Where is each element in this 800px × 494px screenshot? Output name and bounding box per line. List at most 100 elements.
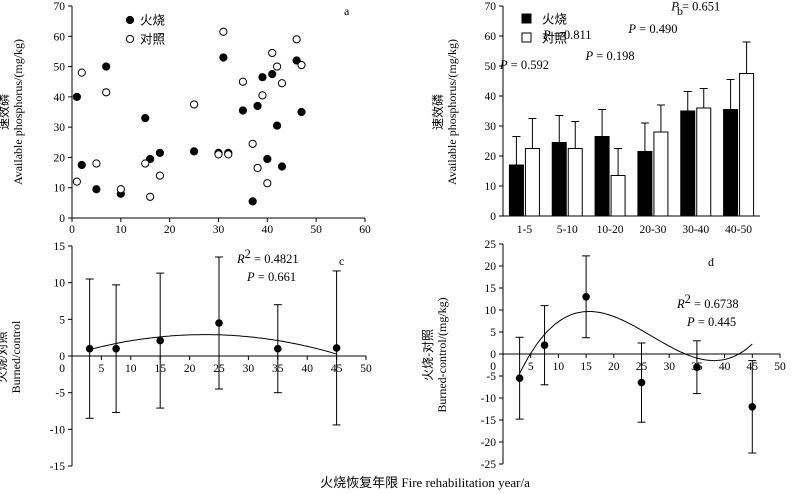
panel-d-difference-plot: -25-20-15-10-505101520255101520253035404… — [421, 239, 786, 471]
y-tick-label: 20 — [485, 261, 497, 273]
legend-label: 火烧 — [542, 13, 568, 27]
y-axis-label-en: Available phosphorus/(mg/kg) — [11, 39, 25, 185]
data-point — [332, 344, 341, 352]
y-tick-label: 70 — [54, 1, 66, 13]
x-tick-label: 30-40 — [682, 224, 709, 236]
burned-bar — [508, 164, 524, 217]
panel-label: c — [339, 254, 344, 268]
control-point — [189, 100, 199, 109]
burned-point — [102, 62, 111, 71]
control-point — [72, 177, 81, 186]
y-axis-label-en: Burned-control/(mg/kg) — [435, 297, 449, 412]
burned-bar — [551, 142, 567, 217]
x-tick-label: 10 — [125, 363, 137, 375]
burned-bar — [723, 109, 739, 217]
data-point — [85, 344, 94, 353]
control-bar — [567, 148, 583, 217]
y-tick-label: 5 — [490, 327, 496, 339]
y-tick-label: -15 — [481, 415, 497, 427]
x-tick-label: 10-20 — [597, 224, 624, 236]
x-tick-label: 40 — [262, 224, 274, 236]
control-bar — [610, 175, 626, 217]
control-point — [248, 139, 257, 148]
data-point — [156, 336, 164, 345]
y-tick-label: 15 — [485, 283, 497, 295]
legend-label: 火烧 — [140, 14, 166, 28]
burned-point — [155, 148, 164, 157]
x-tick-label: 20 — [608, 361, 620, 373]
y-tick-label: 70 — [485, 1, 497, 13]
burned-point — [292, 56, 301, 65]
data-point — [215, 319, 223, 327]
burned-point — [248, 197, 257, 206]
x-tick-label: 0 — [69, 224, 75, 236]
control-point — [116, 185, 125, 194]
control-point — [155, 171, 164, 180]
y-tick-label: 30 — [485, 121, 497, 133]
control-point — [146, 192, 155, 201]
data-point — [540, 341, 549, 350]
burned-bar — [637, 151, 653, 217]
control-point — [297, 60, 306, 70]
control-point — [273, 62, 282, 71]
control-point — [214, 150, 223, 159]
fit-curve — [519, 311, 753, 374]
x-tick-label: 10 — [115, 224, 127, 236]
control-point — [92, 159, 101, 168]
control-bar — [739, 73, 755, 217]
p-value-annotation: P = 0.811 — [542, 28, 592, 42]
panel-label: a — [344, 4, 350, 18]
control-point — [102, 88, 111, 97]
x-tick-label: 5 — [528, 361, 534, 373]
control-point — [263, 179, 272, 188]
control-point — [224, 150, 233, 159]
x-tick-label: 1-5 — [517, 224, 533, 236]
x-tick-label: 20 — [184, 363, 196, 375]
y-axis-label-en: Burned/control — [9, 320, 23, 393]
y-tick-label: 40 — [54, 92, 66, 104]
x-tick-label: 0 — [490, 361, 496, 373]
data-point — [693, 363, 701, 372]
y-tick-label: 10 — [485, 181, 497, 193]
y-tick-label: -5 — [486, 371, 496, 383]
burned-point — [268, 70, 277, 79]
burned-point — [92, 185, 101, 194]
x-tick-label: 50 — [774, 361, 786, 373]
x-tick-label: 40 — [301, 363, 313, 375]
p-value-annotation: P = 0.445 — [686, 315, 736, 329]
data-point — [637, 378, 646, 387]
x-tick-label: 40 — [719, 361, 731, 373]
y-tick-label: -5 — [55, 388, 65, 400]
r-squared-annotation: R2 = 0.6738 — [676, 292, 739, 311]
x-tick-label: 50 — [310, 224, 322, 236]
y-axis-label-cn: 火烧-对照 — [421, 329, 435, 381]
y-axis-label-en: Available phosphorus/(mg/kg) — [445, 39, 459, 185]
control-point — [268, 48, 277, 58]
burned-point — [273, 121, 282, 130]
burned-point — [219, 53, 228, 62]
data-point — [748, 403, 757, 411]
y-tick-label: 0 — [490, 349, 496, 361]
panel-label: b — [677, 4, 683, 18]
y-tick-label: -10 — [50, 424, 66, 436]
y-tick-label: 25 — [485, 239, 497, 251]
control-bar — [696, 107, 712, 217]
y-tick-label: 50 — [485, 61, 497, 73]
x-tick-label: 60 — [359, 224, 371, 236]
r-squared-annotation: R2 = 0.4821 — [236, 247, 299, 266]
burned-point — [277, 162, 287, 171]
x-axis-title: 火烧恢复年限 Fire rehabilitation year/a — [320, 475, 530, 490]
burned-point — [72, 92, 81, 101]
p-value-annotation: P = 0.198 — [585, 49, 635, 63]
panel-label: d — [708, 255, 714, 269]
y-tick-label: 0 — [59, 213, 65, 225]
burned-point — [77, 160, 86, 170]
x-tick-label: 40-50 — [725, 224, 752, 236]
y-tick-label: 0 — [490, 211, 496, 223]
burned-point — [238, 106, 248, 115]
y-tick-label: 15 — [54, 241, 66, 253]
y-tick-label: -15 — [50, 461, 66, 473]
y-tick-label: 10 — [485, 305, 497, 317]
y-tick-label: 50 — [54, 62, 66, 74]
